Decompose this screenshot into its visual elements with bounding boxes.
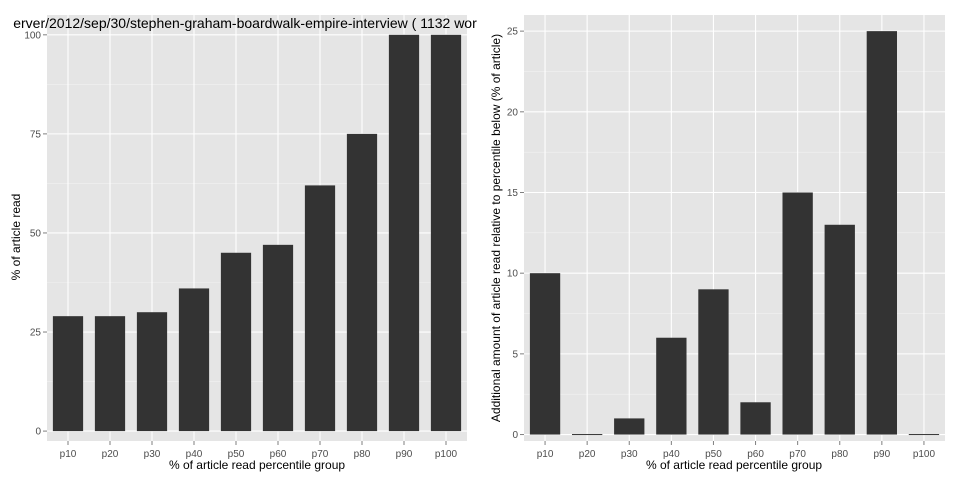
right-chart-x-tick-label: p10 <box>537 449 554 460</box>
right-chart-y-tick-label: 0 <box>512 430 518 441</box>
left-chart-bar-p90 <box>388 34 420 432</box>
right-chart-y-axis-label: Additional amount of article read relati… <box>489 34 503 422</box>
left-chart-bar-p80 <box>346 133 378 432</box>
left-chart-bar-p100 <box>430 34 462 432</box>
left-chart-x-tick-label: p80 <box>354 449 371 460</box>
right-chart-bar-p40 <box>656 337 687 435</box>
left-chart-y-tick-label: 75 <box>30 129 42 140</box>
left-chart-bar-p50 <box>220 252 252 432</box>
left-chart-title: erver/2012/sep/30/stephen-graham-boardwa… <box>13 15 477 31</box>
right-chart-bar-p10 <box>529 273 561 435</box>
left-chart: erver/2012/sep/30/stephen-graham-boardwa… <box>9 15 477 472</box>
right-chart-x-tick-label: p60 <box>747 449 764 460</box>
left-chart-x-tick-label: p20 <box>102 449 119 460</box>
left-chart-bar-p20 <box>94 316 126 432</box>
right-chart-x-axis-label: % of article read percentile group <box>646 458 822 472</box>
left-chart-y-tick-label: 100 <box>24 30 41 41</box>
right-chart-y-tick-label: 25 <box>507 27 519 38</box>
right-chart-y-tick-label: 15 <box>507 188 519 199</box>
left-chart-x-tick-label: p30 <box>144 449 161 460</box>
left-chart-bar-p60 <box>262 244 294 432</box>
right-chart-y-tick-label: 20 <box>507 107 519 118</box>
right-chart-bar-p30 <box>614 418 645 435</box>
right-chart-x-tick-label: p100 <box>913 449 936 460</box>
right-chart-x-tick-label: p90 <box>874 449 891 460</box>
right-chart-x-tick-label: p70 <box>789 449 806 460</box>
right-chart-bar-p60 <box>740 402 771 435</box>
right-chart-bar-p80 <box>824 224 855 435</box>
right-chart-y-tick-label: 5 <box>512 349 518 360</box>
left-chart-y-tick-label: 0 <box>35 427 41 438</box>
left-chart-bar-p30 <box>136 312 168 432</box>
right-chart-bar-p20 <box>571 434 603 436</box>
left-chart-x-axis-label: % of article read percentile group <box>169 458 345 472</box>
left-chart-x-tick-label: p10 <box>60 449 77 460</box>
right-chart-x-tick-label: p30 <box>621 449 638 460</box>
left-chart-bar-p70 <box>304 185 336 432</box>
right-chart-x-tick-label: p40 <box>663 449 680 460</box>
right-chart-bar-p90 <box>866 31 898 435</box>
left-chart-x-tick-label: p90 <box>396 449 413 460</box>
left-chart-x-tick-label: p70 <box>312 449 329 460</box>
left-chart-x-tick-label: p100 <box>435 449 458 460</box>
right-chart-x-tick-label: p80 <box>831 449 848 460</box>
left-chart-x-tick-label: p60 <box>270 449 287 460</box>
right-chart: % of article read percentile group Addit… <box>489 15 945 472</box>
right-chart-bar-p100 <box>908 434 940 436</box>
right-chart-bar-p70 <box>782 192 813 435</box>
right-chart-x-tick-label: p50 <box>705 449 722 460</box>
left-chart-y-axis-label: % of article read <box>9 194 23 281</box>
right-chart-x-tick-label: p20 <box>579 449 596 460</box>
left-chart-bar-p10 <box>52 316 84 432</box>
left-chart-x-tick-label: p50 <box>228 449 245 460</box>
right-chart-y-tick-label: 10 <box>507 269 519 280</box>
right-chart-bar-p50 <box>698 289 729 435</box>
left-chart-y-tick-label: 50 <box>30 228 42 239</box>
left-chart-y-tick-label: 25 <box>30 328 42 339</box>
left-chart-bar-p40 <box>178 288 210 432</box>
left-chart-x-tick-label: p40 <box>186 449 203 460</box>
